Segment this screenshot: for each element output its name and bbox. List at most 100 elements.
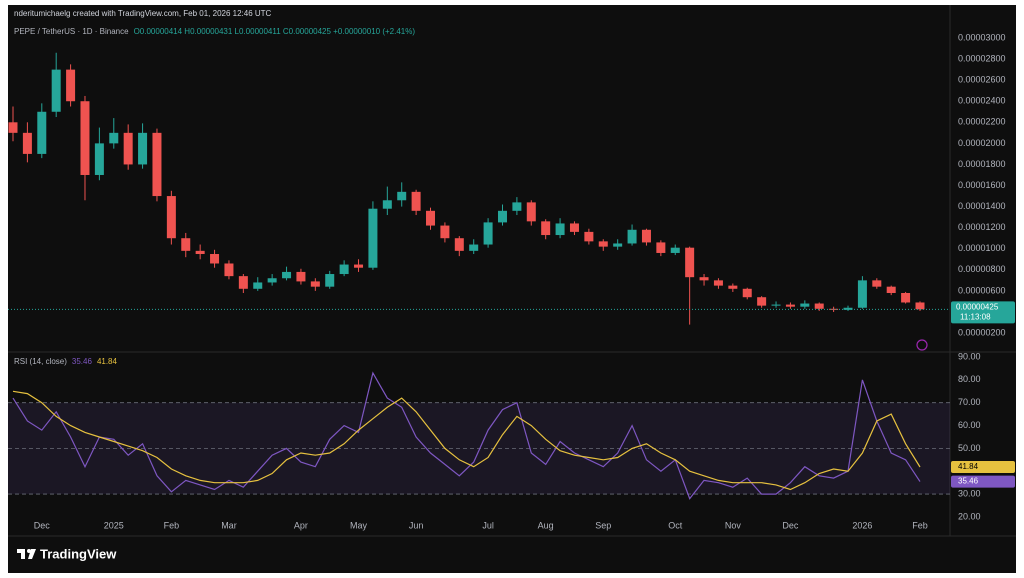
logo-slash xyxy=(28,549,36,559)
y-tick-label: 60.00 xyxy=(958,420,981,430)
candle-body xyxy=(325,274,335,287)
candle-body xyxy=(857,280,867,308)
candle-body xyxy=(66,69,76,102)
footer-brand: TradingView xyxy=(40,546,117,561)
rsi-value-label: 41.84 xyxy=(958,462,979,471)
chart-background xyxy=(8,5,1016,573)
candle-body xyxy=(382,200,392,209)
rsi-line xyxy=(12,390,921,491)
x-tick-label: May xyxy=(350,520,368,530)
candle-body xyxy=(814,303,824,309)
y-tick-label: 0.00001400 xyxy=(958,201,1006,211)
candle-body xyxy=(627,229,637,244)
y-tick-label: 70.00 xyxy=(958,397,981,407)
candle-body xyxy=(152,132,162,197)
candle-body xyxy=(598,241,608,247)
candle-body xyxy=(800,303,810,307)
candle-body xyxy=(685,247,695,278)
candle-body xyxy=(541,221,551,236)
candle-body xyxy=(440,225,450,239)
y-tick-label: 0.00000600 xyxy=(958,285,1006,295)
candle-body xyxy=(742,288,752,298)
x-tick-label: Nov xyxy=(725,520,742,530)
candle-body xyxy=(512,202,522,211)
y-tick-label: 0.00002600 xyxy=(958,75,1006,85)
candle-body xyxy=(872,280,882,287)
x-tick-label: Jul xyxy=(482,520,494,530)
y-tick-label: 0.00001000 xyxy=(958,243,1006,253)
candle-body xyxy=(181,238,191,251)
y-tick-label: 0.00002200 xyxy=(958,117,1006,127)
rsi-value-tag xyxy=(951,461,1015,474)
candle-body xyxy=(915,302,925,310)
candle-body xyxy=(785,304,795,307)
candle-body xyxy=(641,229,651,243)
x-tick-label: Oct xyxy=(668,520,683,530)
candle-body xyxy=(51,69,61,112)
y-tick-label: 0.00002800 xyxy=(958,53,1006,63)
candle-body xyxy=(368,208,378,268)
y-tick-label: 0.00000200 xyxy=(958,327,1006,337)
candle-body xyxy=(569,223,579,232)
candle-body xyxy=(886,286,896,293)
x-tick-label: Dec xyxy=(782,520,799,530)
y-tick-label: 0.00000800 xyxy=(958,264,1006,274)
candle-body xyxy=(483,222,493,245)
candle-body xyxy=(454,238,464,251)
rsi-value-tag xyxy=(951,475,1015,488)
y-tick-label: 90.00 xyxy=(958,351,981,361)
candle-body xyxy=(310,281,320,287)
candle-body xyxy=(497,210,507,223)
y-tick-label: 0.00001600 xyxy=(958,180,1006,190)
candle-body xyxy=(699,277,709,281)
last-price-tag xyxy=(951,301,1015,324)
candle-body xyxy=(411,191,421,211)
candle-body xyxy=(584,231,594,242)
candle-body xyxy=(210,254,220,264)
x-tick-label: Apr xyxy=(294,520,308,530)
candle-body xyxy=(843,307,853,310)
symbol-title: PEPE / TetherUS · 1D · Binance xyxy=(14,27,129,36)
y-tick-label: 50.00 xyxy=(958,443,981,453)
candle-body xyxy=(123,132,133,165)
x-tick-label: Mar xyxy=(221,520,237,530)
y-tick-label: 30.00 xyxy=(958,488,981,498)
candle-body xyxy=(94,143,104,175)
candle-body xyxy=(656,242,666,253)
candle-body xyxy=(138,132,148,165)
y-tick-label: 80.00 xyxy=(958,374,981,384)
y-tick-label: 0.00002000 xyxy=(958,138,1006,148)
rsi-ma-value: 41.84 xyxy=(97,357,118,366)
rsi-value: 35.46 xyxy=(72,357,93,366)
x-tick-label: Feb xyxy=(164,520,180,530)
x-tick-label: Sep xyxy=(595,520,611,530)
candle-body xyxy=(109,132,119,144)
candle-body xyxy=(282,271,292,279)
candle-body xyxy=(195,250,205,255)
candle-body xyxy=(8,122,18,133)
y-tick-label: 0.00003000 xyxy=(958,32,1006,42)
candle-body xyxy=(224,263,234,277)
alert-icon[interactable] xyxy=(916,339,928,351)
rsi-value-label: 35.46 xyxy=(958,477,979,486)
candle-body xyxy=(397,191,407,201)
rsi-legend: RSI (14, close) 35.46 41.84 xyxy=(14,357,118,366)
y-tick-label: 20.00 xyxy=(958,511,981,521)
candle-body xyxy=(166,196,176,239)
x-tick-label: Aug xyxy=(538,520,554,530)
candle-body xyxy=(426,210,436,226)
candle-body xyxy=(901,292,911,303)
candle-body xyxy=(354,264,364,268)
candle-body xyxy=(253,282,263,289)
x-tick-label: Feb xyxy=(912,520,928,530)
logo-dot xyxy=(27,549,31,553)
candle-body xyxy=(339,264,349,275)
ohlc-values: O0.00000414 H0.00000431 L0.00000411 C0.0… xyxy=(134,27,416,36)
rsi-line xyxy=(12,371,921,500)
y-tick-label: 0.00001200 xyxy=(958,222,1006,232)
x-tick-label: Jun xyxy=(409,520,424,530)
candle-body xyxy=(267,278,277,283)
candle-body xyxy=(771,304,781,306)
tradingview-logo: TradingView xyxy=(17,546,117,561)
